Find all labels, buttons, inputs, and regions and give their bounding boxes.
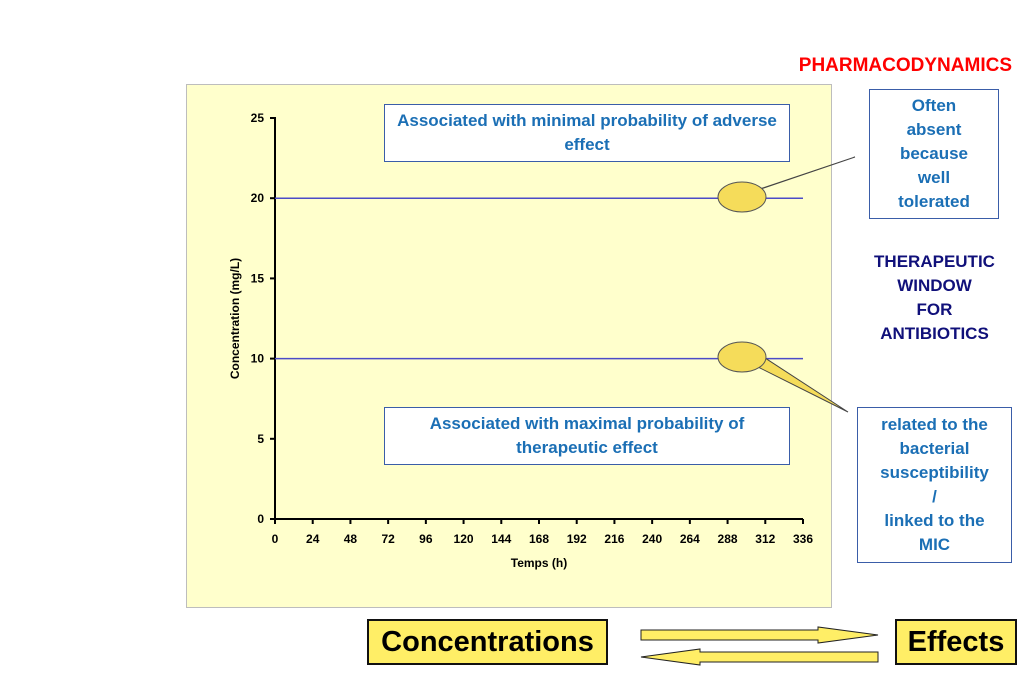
x-tick-label: 0	[272, 532, 279, 546]
concentrations-box: Concentrations	[367, 619, 608, 665]
annotation-upper: Associated with minimal probability of a…	[384, 104, 790, 162]
x-tick-label: 144	[491, 532, 511, 546]
y-axis-label: Concentration (mg/L)	[228, 258, 242, 379]
y-tick-label: 5	[257, 432, 264, 446]
x-tick-label: 264	[680, 532, 700, 546]
arrow-left-icon	[640, 648, 879, 666]
x-tick-label: 48	[344, 532, 358, 546]
y-tick-label: 20	[251, 191, 265, 205]
x-tick-label: 336	[793, 532, 813, 546]
effects-box: Effects	[895, 619, 1017, 665]
side-note-bottom: related to the bacterial susceptibility …	[857, 407, 1012, 563]
x-tick-label: 216	[604, 532, 624, 546]
y-tick-label: 10	[251, 352, 265, 366]
arrow-right-icon	[640, 626, 879, 644]
chart-panel: 0 5 10 15 20 25 0 24 48 72 96 120 144 168 192 216 240 264…	[186, 84, 832, 608]
side-note-top: Often absent because well tolerated	[869, 89, 999, 219]
x-tick-label: 96	[419, 532, 433, 546]
x-tick-label: 72	[381, 532, 395, 546]
x-tick-label: 120	[454, 532, 474, 546]
x-tick-label: 192	[567, 532, 587, 546]
chart: 0 5 10 15 20 25 0 24 48 72 96 120 144 168 192 216 240 264…	[228, 111, 813, 570]
x-tick-label: 24	[306, 532, 320, 546]
y-tick-label: 0	[257, 512, 264, 526]
y-tick-label: 25	[251, 111, 265, 125]
y-tick-label: 15	[251, 271, 265, 285]
x-tick-label: 288	[718, 532, 738, 546]
x-tick-label: 240	[642, 532, 662, 546]
x-tick-label: 312	[755, 532, 775, 546]
x-axis-label: Temps (h)	[511, 556, 567, 570]
annotation-lower: Associated with maximal probability of t…	[384, 407, 790, 465]
page-title: PHARMACODYNAMICS	[798, 55, 1012, 76]
x-tick-label: 168	[529, 532, 549, 546]
therapeutic-window-label: THERAPEUTIC WINDOW FOR ANTIBIOTICS	[874, 252, 995, 343]
